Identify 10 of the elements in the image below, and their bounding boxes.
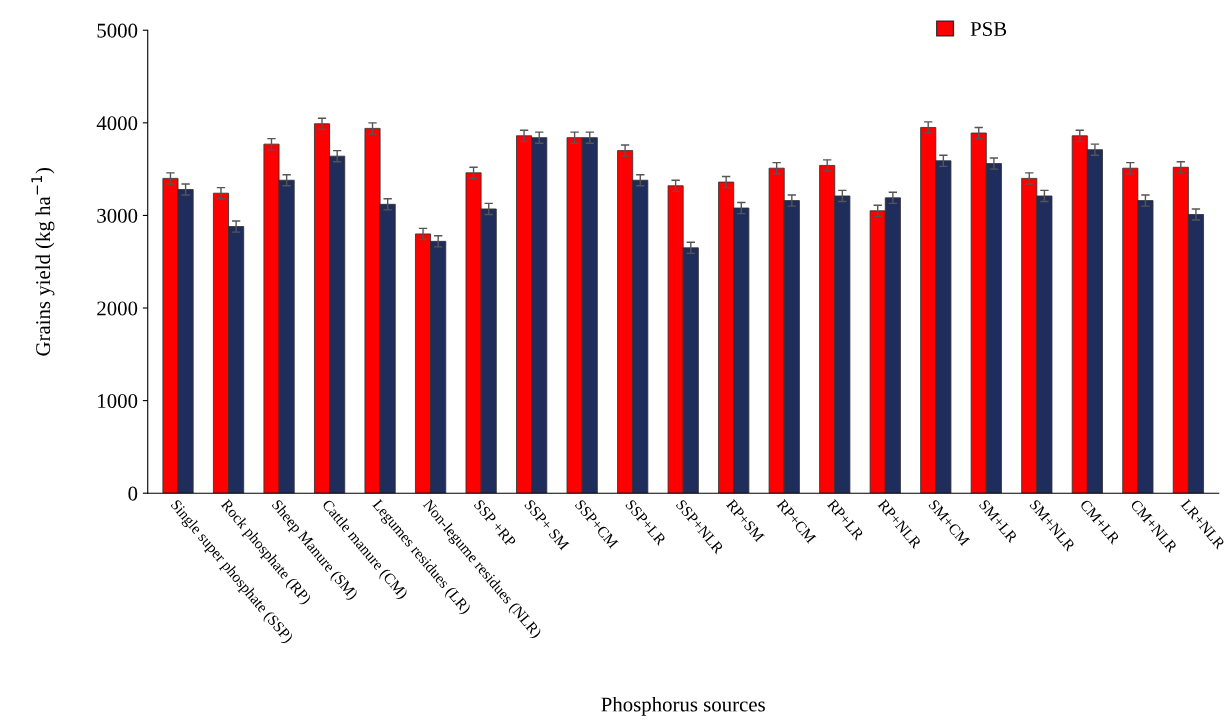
y-tick-label: 1000 [98, 393, 138, 409]
y-tick-label: 0 [128, 486, 138, 501]
y-tick-label: 2000 [97, 301, 138, 316]
x-tick-label: SSP +RP [473, 499, 517, 548]
x-axis-title: Phosphorus sources [601, 696, 765, 716]
y-axis-title: Grains yield (kg ha$^{−1}$) [31, 167, 55, 356]
y-tick-label: 4000 [96, 116, 138, 131]
y-tick-label: 3000 [97, 208, 138, 223]
y-tick-label: 5000 [97, 23, 138, 38]
legend-label: PSB [970, 22, 1007, 36]
